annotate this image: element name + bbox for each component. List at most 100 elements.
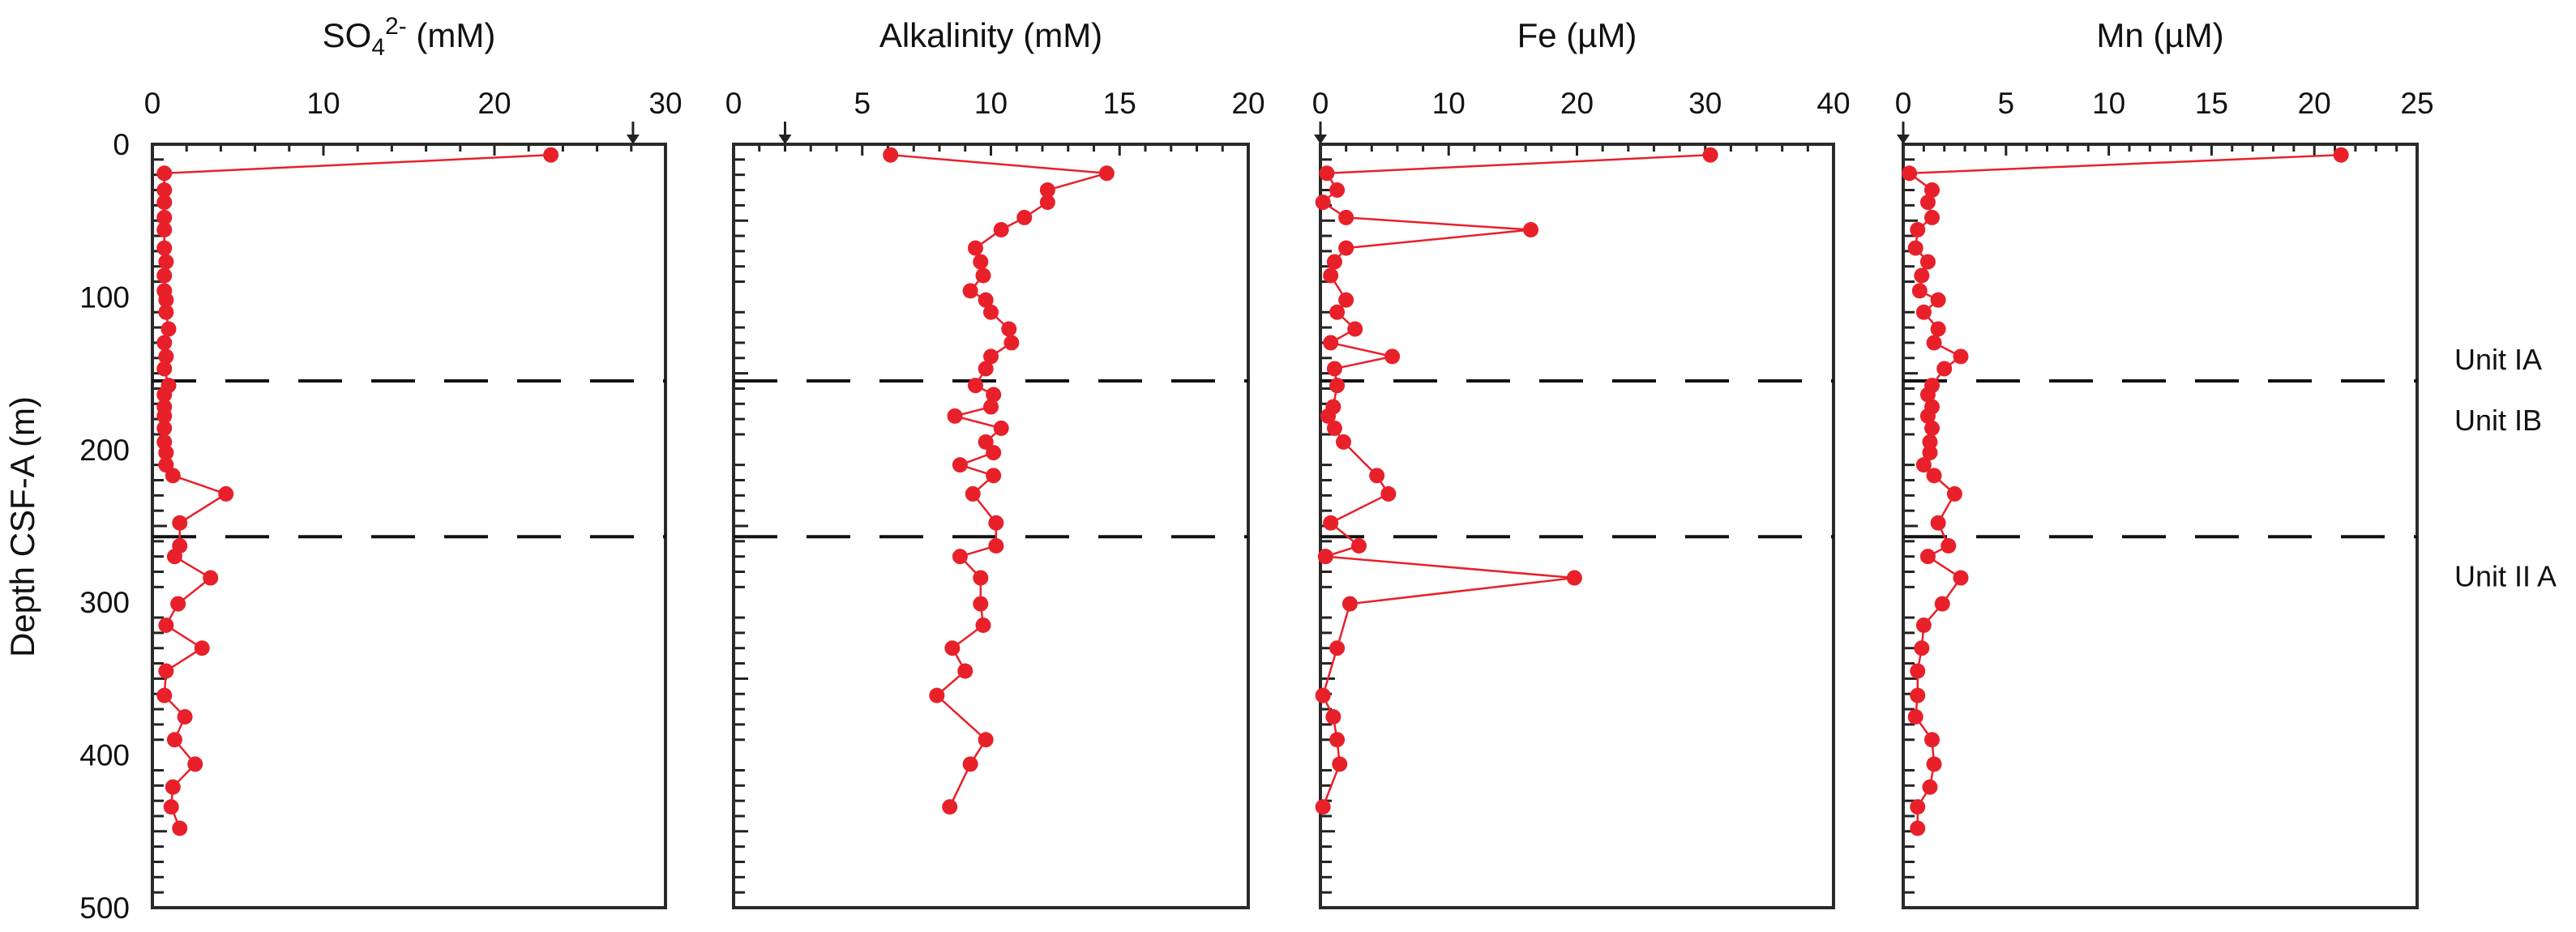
data-point bbox=[1930, 321, 1946, 337]
x-tick-label: 10 bbox=[306, 87, 340, 120]
y-axis-label: Depth CSF-A (m) bbox=[3, 396, 41, 657]
data-point bbox=[1369, 468, 1385, 484]
data-point bbox=[1915, 457, 1932, 473]
data-point bbox=[1335, 434, 1351, 450]
data-point bbox=[975, 617, 991, 633]
data-point bbox=[957, 663, 973, 679]
data-point bbox=[1702, 147, 1718, 163]
data-point bbox=[156, 335, 173, 351]
data-point bbox=[1039, 182, 1055, 199]
x-tick-label: 10 bbox=[1432, 87, 1466, 120]
x-tick-label: 30 bbox=[1688, 87, 1722, 120]
data-point bbox=[1924, 732, 1941, 748]
plot-frame bbox=[1902, 143, 2419, 909]
x-tick-label: 10 bbox=[974, 87, 1008, 120]
data-point bbox=[1926, 756, 1942, 772]
data-point bbox=[1907, 709, 1923, 725]
data-point bbox=[158, 663, 174, 679]
y-tick-label: 200 bbox=[79, 434, 130, 467]
data-point bbox=[883, 147, 899, 163]
data-point bbox=[1329, 182, 1346, 199]
plot-frame bbox=[1319, 143, 1835, 909]
data-point bbox=[156, 165, 173, 182]
series-line bbox=[1906, 153, 2342, 829]
data-point bbox=[1910, 687, 1926, 703]
data-point bbox=[1338, 292, 1354, 308]
panel-0: SO42- (mM) 0 10 20 30 bbox=[144, 13, 683, 909]
data-point bbox=[187, 756, 203, 772]
data-point bbox=[158, 304, 174, 320]
x-tick-label: 20 bbox=[477, 87, 511, 120]
data-point bbox=[1315, 799, 1331, 815]
data-point bbox=[1523, 222, 1539, 238]
data-point bbox=[1003, 335, 1020, 351]
data-point bbox=[978, 732, 994, 748]
data-point bbox=[158, 348, 174, 365]
data-point bbox=[1039, 195, 1055, 211]
data-point bbox=[218, 485, 234, 502]
data-point bbox=[166, 732, 182, 748]
data-point bbox=[1926, 335, 1942, 351]
data-point bbox=[156, 222, 173, 238]
data-point bbox=[1919, 408, 1936, 424]
data-point bbox=[156, 408, 173, 424]
data-point bbox=[177, 709, 193, 725]
x-tick-label: 10 bbox=[2092, 87, 2125, 120]
data-point bbox=[1341, 596, 1358, 612]
panel-title: Alkalinity (mM) bbox=[879, 16, 1102, 54]
x-tick-label: 30 bbox=[648, 87, 682, 120]
data-point bbox=[1320, 408, 1336, 424]
data-point bbox=[2333, 147, 2349, 163]
seawater-arrow-head-icon bbox=[626, 135, 640, 144]
panel-title: Fe (µM) bbox=[1517, 16, 1637, 54]
data-point bbox=[1922, 434, 1938, 450]
data-point bbox=[156, 420, 173, 436]
panel-1: Alkalinity (mM) 0 5 10 15 20 bbox=[725, 16, 1265, 909]
data-point bbox=[983, 399, 999, 415]
data-point bbox=[1326, 254, 1342, 270]
data-point bbox=[1317, 549, 1333, 565]
data-point bbox=[962, 756, 978, 772]
data-point bbox=[1329, 732, 1346, 748]
data-point bbox=[1016, 209, 1033, 225]
data-point bbox=[165, 468, 181, 484]
data-point bbox=[1919, 254, 1936, 270]
data-point bbox=[986, 445, 1002, 461]
data-point bbox=[993, 222, 1009, 238]
x-tick-label: 0 bbox=[144, 87, 161, 120]
data-point bbox=[1934, 596, 1950, 612]
data-point bbox=[1922, 445, 1938, 461]
data-point bbox=[156, 195, 173, 211]
data-point bbox=[988, 537, 1004, 554]
y-tick-label: 100 bbox=[79, 280, 130, 314]
data-point bbox=[166, 549, 182, 565]
data-point bbox=[973, 254, 989, 270]
data-point bbox=[944, 640, 961, 656]
x-tick-label: 5 bbox=[1998, 87, 2015, 120]
x-tick-label: 20 bbox=[2298, 87, 2331, 120]
data-point bbox=[942, 799, 958, 815]
data-point bbox=[1323, 267, 1339, 284]
data-point bbox=[1338, 240, 1354, 256]
data-point bbox=[1919, 195, 1936, 211]
y-tick-label: 300 bbox=[79, 586, 130, 619]
data-point bbox=[1001, 321, 1017, 337]
data-point bbox=[1325, 709, 1341, 725]
data-point bbox=[1910, 820, 1926, 836]
data-point bbox=[929, 687, 945, 703]
data-point bbox=[1930, 292, 1946, 308]
data-point bbox=[1922, 779, 1938, 795]
data-point bbox=[156, 361, 173, 377]
x-tick-label: 25 bbox=[2400, 87, 2433, 120]
data-point bbox=[194, 640, 210, 656]
data-point bbox=[1338, 209, 1354, 225]
data-point bbox=[158, 445, 174, 461]
x-tick-label: 0 bbox=[725, 87, 742, 120]
data-point bbox=[1315, 195, 1331, 211]
data-point bbox=[952, 549, 968, 565]
data-point bbox=[172, 515, 188, 531]
data-point bbox=[170, 596, 186, 612]
data-point bbox=[978, 292, 994, 308]
data-point bbox=[973, 596, 989, 612]
